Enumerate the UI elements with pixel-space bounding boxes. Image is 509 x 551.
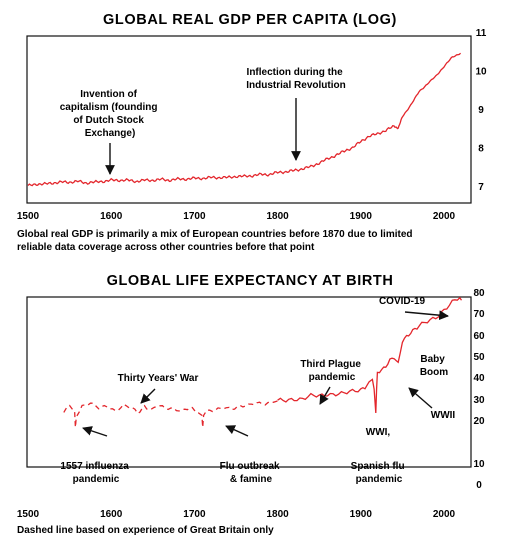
life-chart-title: GLOBAL LIFE EXPECTANCY AT BIRTH (107, 273, 394, 289)
annotation-spanish-flu: Spanish flu pandemic (351, 461, 408, 485)
annotation-flu-outbreak: Flu outbreak & famine (220, 425, 283, 485)
gdp-y-tick-label: 10 (475, 67, 487, 78)
life-x-tick-label: 1800 (266, 509, 289, 520)
annotation-capitalism-line: capitalism (founding (60, 102, 158, 113)
life-y-tick-label: 20 (473, 416, 485, 427)
annotation-wwii: WWII (408, 387, 456, 421)
gdp-x-tick-label: 1700 (183, 211, 206, 222)
annotation-capitalism-line: of Dutch Stock (73, 115, 144, 126)
annotation-thirty-years-war-arrow (140, 388, 156, 404)
annotation-covid-arrow (404, 310, 449, 321)
gdp-x-tick-label: 1800 (266, 211, 289, 222)
annotation-wwi: WWI, (366, 427, 391, 438)
life-y-tick-label: 80 (473, 288, 485, 299)
annotation-baby-boom-line: Boom (420, 367, 448, 378)
life-y-tick-label: 50 (473, 352, 485, 363)
annotation-capitalism-line: Invention of (80, 89, 137, 100)
life-y-tick-label: 0 (476, 480, 482, 491)
svg-text:Spanish flu pandemic: Spanish flu pandemic (351, 461, 408, 485)
life-x-tick-label: 1700 (183, 509, 206, 520)
annotation-baby-boom-line: Baby (420, 354, 445, 365)
svg-text:Invention of capitalism: Invention of capitalism (founding of Dut… (60, 89, 161, 139)
annotation-1557-influenza-line: pandemic (73, 474, 120, 485)
svg-text:1557 influenza pandemic: 1557 influenza pandemic (60, 461, 131, 485)
gdp-y-tick-label: 7 (478, 182, 484, 193)
life-y-tick-label: 30 (473, 395, 485, 406)
annotation-third-plague-line: pandemic (309, 372, 356, 383)
gdp-note-line: Global real GDP is primarily a mix of Eu… (17, 229, 412, 240)
annotation-1557-influenza-arrow (82, 426, 108, 437)
life-y-tick-label: 60 (473, 331, 485, 342)
annotation-industrial-line: Inflection during the (247, 67, 344, 78)
svg-text:Baby Boom: Baby Boom (420, 354, 448, 378)
life-x-tick-label: 1900 (350, 509, 373, 520)
gdp-x-tick-label: 2000 (433, 211, 456, 222)
gdp-y-tick-label: 11 (476, 28, 487, 39)
gdp-chart-title: GLOBAL REAL GDP PER CAPITA (LOG) (103, 12, 397, 28)
annotation-industrial-line: Industrial Revolution (246, 80, 345, 91)
annotation-thirty-years-war: Thirty Years' War (118, 373, 199, 404)
svg-text:Flu outbreak & famine: Flu outbreak & famine (220, 461, 283, 485)
annotation-covid-label: COVID-19 (379, 296, 426, 307)
annotation-spanish-flu-line: Spanish flu (351, 461, 405, 472)
annotation-flu-outbreak-arrow (225, 425, 249, 437)
annotation-third-plague: Third Plague pandemic (300, 359, 363, 405)
annotation-covid: COVID-19 (379, 296, 449, 321)
annotation-spanish-flu-line: pandemic (356, 474, 403, 485)
annotation-flu-outbreak-line: & famine (230, 474, 273, 485)
annotation-1557-influenza-line: 1557 influenza (60, 461, 129, 472)
life-y-tick-label: 40 (473, 373, 485, 384)
life-y-tick-label: 70 (473, 309, 485, 320)
svg-text:Inflection during the In: Inflection during the Industrial Revolut… (246, 67, 345, 91)
annotation-wwii-arrow (408, 387, 433, 409)
annotation-capitalism-line: Exchange) (85, 128, 136, 139)
gdp-series-line (27, 52, 462, 187)
annotation-wwi-label: WWI, (366, 427, 391, 438)
annotation-industrial: Inflection during the Industrial Revolut… (246, 67, 346, 161)
annotation-capitalism: Invention of capitalism (founding of Dut… (60, 89, 161, 175)
annotation-third-plague-arrow (319, 386, 331, 405)
annotation-1557-influenza: 1557 influenza pandemic (60, 426, 131, 485)
annotation-thirty-years-war-label: Thirty Years' War (118, 373, 199, 384)
life-series-dashed-line (63, 400, 278, 428)
gdp-y-tick-label: 9 (478, 105, 484, 116)
life-note: Dashed line based on experience of Great… (17, 525, 274, 536)
annotation-flu-outbreak-line: Flu outbreak (220, 461, 280, 472)
gdp-note: Global real GDP is primarily a mix of Eu… (17, 229, 415, 253)
gdp-plot-frame (26, 35, 472, 204)
life-y-tick-label: 10 (473, 459, 485, 470)
life-series-solid-line (277, 296, 463, 414)
gdp-y-tick-label: 8 (478, 144, 484, 155)
annotation-baby-boom: Baby Boom (420, 354, 448, 378)
life-x-tick-label: 2000 (433, 509, 456, 520)
life-x-tick-label: 1500 (17, 509, 40, 520)
life-x-tick-label: 1600 (100, 509, 123, 520)
svg-text:Third Plague pandemic: Third Plague pandemic (300, 359, 363, 383)
gdp-x-tick-label: 1600 (100, 211, 123, 222)
annotation-third-plague-line: Third Plague (300, 359, 361, 370)
gdp-x-tick-label: 1900 (350, 211, 373, 222)
life-plot-frame (26, 296, 472, 468)
gdp-note-line: reliable data coverage across other coun… (17, 242, 315, 253)
annotation-wwii-label: WWII (431, 410, 456, 421)
gdp-x-tick-label: 1500 (17, 211, 40, 222)
